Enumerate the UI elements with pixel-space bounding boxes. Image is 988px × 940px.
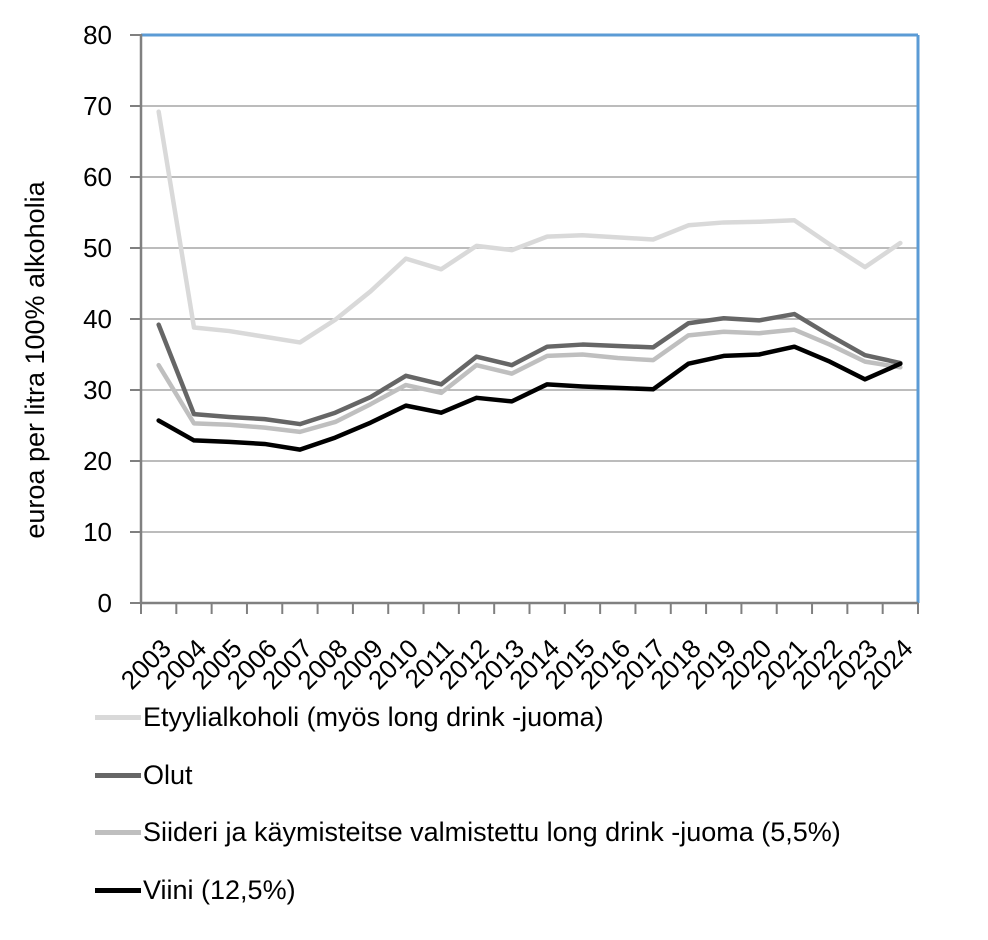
legend-label-viini: Viini (12,5%): [143, 874, 296, 905]
svg-text:70: 70: [83, 91, 112, 121]
legend-item-olut: Olut: [95, 747, 841, 805]
legend-label-etyylialkoholi: Etyylialkoholi (myös long drink -juoma): [143, 702, 604, 733]
series-line-2: [156, 327, 903, 435]
svg-text:40: 40: [83, 304, 112, 334]
svg-text:60: 60: [83, 162, 112, 192]
svg-text:30: 30: [83, 375, 112, 405]
y-tick-labels: 0 10 20 30 40 50 60 70 80: [83, 20, 141, 618]
series-line-1: [156, 311, 903, 427]
svg-text:50: 50: [83, 233, 112, 263]
legend-swatch-viini: [95, 887, 141, 893]
legend-swatch-olut: [95, 772, 141, 778]
legend-label-olut: Olut: [143, 759, 193, 790]
alcohol-price-line-chart: 0 10 20 30 40 50 60 70 80 20032004200520062007200…: [20, 20, 920, 692]
x-tick-labels: 2003200420052006200720082009201020112012…: [115, 633, 919, 692]
svg-text:20: 20: [83, 446, 112, 476]
legend-item-siideri: Siideri ja käymisteitse valmistettu long…: [95, 804, 841, 862]
svg-text:0: 0: [98, 588, 112, 618]
legend-item-viini: Viini (12,5%): [95, 862, 841, 920]
chart-legend: Etyylialkoholi (myös long drink -juoma) …: [95, 689, 841, 919]
legend-swatch-etyylialkoholi: [95, 715, 141, 721]
legend-swatch-siideri: [95, 830, 141, 836]
series-line-3: [156, 344, 903, 452]
plot-border: [141, 33, 920, 603]
svg-text:80: 80: [83, 20, 112, 50]
legend-label-siideri: Siideri ja käymisteitse valmistettu long…: [143, 817, 841, 848]
legend-item-etyylialkoholi: Etyylialkoholi (myös long drink -juoma): [95, 689, 841, 747]
y-axis-title: euroa per litra 100% alkoholia: [20, 180, 50, 538]
y-gridlines: [141, 34, 918, 533]
series-line-0: [156, 109, 903, 345]
x-ticks: [140, 603, 919, 614]
svg-text:10: 10: [83, 517, 112, 547]
